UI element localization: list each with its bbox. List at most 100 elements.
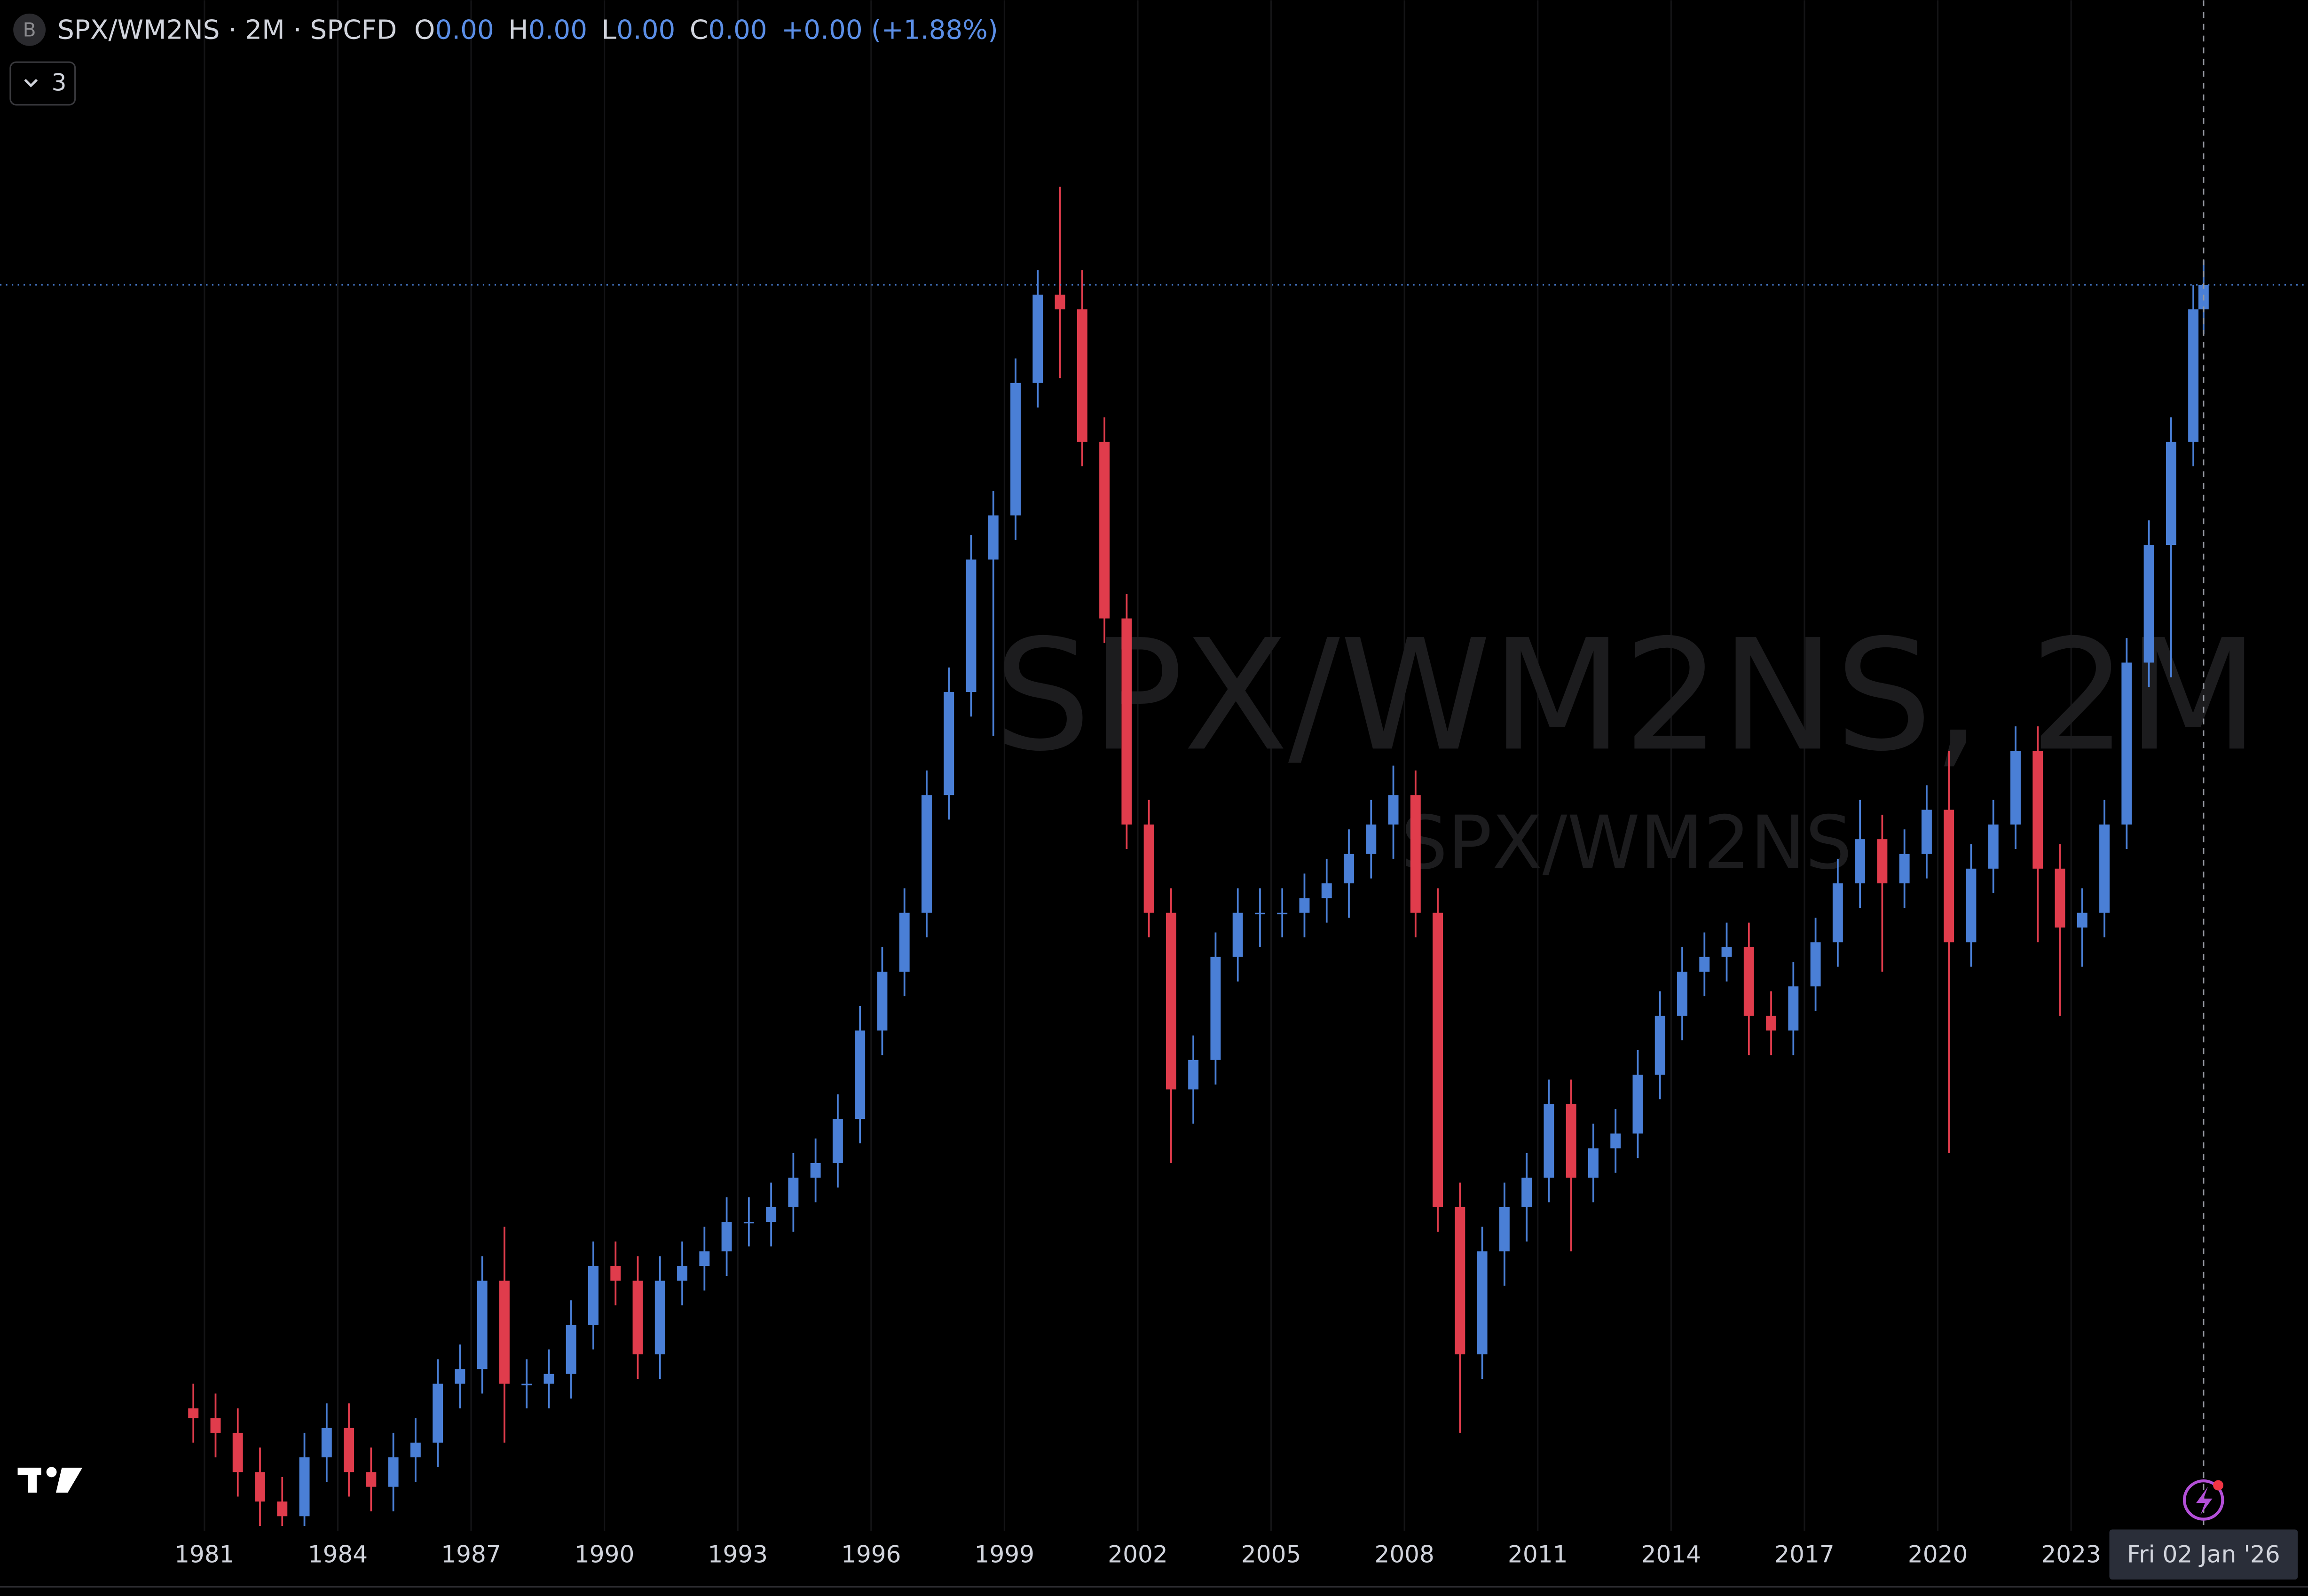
candle-body [455,1369,465,1384]
candle-body [1032,294,1043,383]
candle-body [1966,868,1977,943]
candle-body [2121,662,2132,825]
alert-icon[interactable] [2182,1479,2224,1521]
alert-dot [2213,1480,2223,1491]
alert-ring[interactable] [2182,1479,2224,1521]
candle-body [1921,810,1932,854]
candle-body [1321,883,1332,898]
crosshair-label-box [2109,1529,2298,1580]
candle-body [366,1472,377,1487]
candle-body [632,1281,643,1354]
x-tick-label: 2020 [1908,1541,1968,1568]
candle-body [2055,868,2065,928]
watermark-sub: SPX/WM2NS [1401,800,1852,886]
candle-body [1654,1015,1665,1075]
x-tick-label: 1981 [174,1541,234,1568]
candle-body [232,1432,243,1472]
candle-body [1433,912,1443,1207]
crosshair-label: Fri 02 Jan '26 [2127,1541,2280,1568]
candle-body [1299,898,1310,913]
badge [13,13,46,46]
candle-body [188,1408,199,1418]
candle-body [1588,1148,1599,1178]
x-tick-label: 1984 [308,1541,368,1568]
x-tick-label: 1996 [841,1541,901,1568]
low-label: L [602,15,617,45]
candle-body [1477,1251,1488,1354]
indicator-count: 3 [52,69,67,96]
high-label: H [508,15,528,45]
candle-body [521,1384,532,1385]
grid [204,0,2072,1531]
candle-body [1721,947,1732,957]
candle-body [810,1163,821,1178]
candle-body [832,1119,843,1163]
candle-body [1143,824,1154,913]
candle-body [2032,751,2043,869]
candle-body [743,1222,754,1224]
x-tick-label: 1999 [975,1541,1034,1568]
header: SPX/WM2NS · 2M · SPCFD O0.00 H0.00 L0.00… [57,15,998,45]
candle-body [1743,947,1754,1016]
candle-body [1366,824,1377,854]
candle-body [433,1384,443,1443]
candle-body [1988,824,1999,869]
candle-body [1077,309,1087,442]
candle-body [388,1457,399,1487]
candle-body [1410,795,1421,913]
x-tick-label: 1993 [708,1541,767,1568]
candle-body [1788,986,1799,1031]
candle-body [944,692,954,795]
candle-body [1766,1015,1777,1031]
candle-body [855,1030,866,1119]
indicator-toggle[interactable]: 3 [9,61,76,106]
candle-body [654,1281,665,1354]
candle-body [1499,1207,1510,1251]
logo [17,1467,83,1493]
candle-body [721,1222,732,1251]
candle-body [2010,751,2021,825]
candle-body [1610,1133,1621,1148]
candle-body [588,1266,599,1325]
candle-body [1632,1075,1643,1134]
candle-body [766,1207,777,1222]
indicator-toggle-box[interactable] [9,61,76,106]
candle-body [1210,957,1221,1060]
high-value: 0.00 [528,15,587,45]
open-value: 0.00 [435,15,494,45]
candle-body [1121,618,1132,825]
candle-body [1188,1060,1199,1090]
candle-body [1877,839,1888,884]
candle-body [699,1251,710,1266]
candle-body [2143,545,2154,663]
candle-body [2099,824,2110,913]
candle-body [966,559,977,692]
candle-body [1455,1207,1465,1354]
open-label: O [414,15,435,45]
candle-body [255,1472,265,1502]
x-tick-label: 2017 [1774,1541,1834,1568]
candle-body [1344,854,1354,884]
candle-body [677,1266,688,1281]
candle-body [1699,957,1710,972]
candle-body [299,1457,310,1517]
candle-body [1855,839,1866,884]
watermark: SPX/WM2NS, 2M [994,606,2259,785]
chevron [24,79,38,87]
badge-letter: B [23,18,36,41]
low-value: 0.00 [616,15,675,45]
candle-body [410,1442,421,1458]
candle-body [1899,854,1910,884]
candle-body [922,795,932,913]
symbol: SPX/WM2NS · 2M · SPCFD [57,15,397,45]
candle-body [1277,912,1288,914]
candle-body [1521,1178,1532,1207]
candle-body [1099,441,1110,619]
candle-body [1388,795,1399,825]
candle-body [499,1281,510,1384]
candle-body [1677,971,1687,1016]
